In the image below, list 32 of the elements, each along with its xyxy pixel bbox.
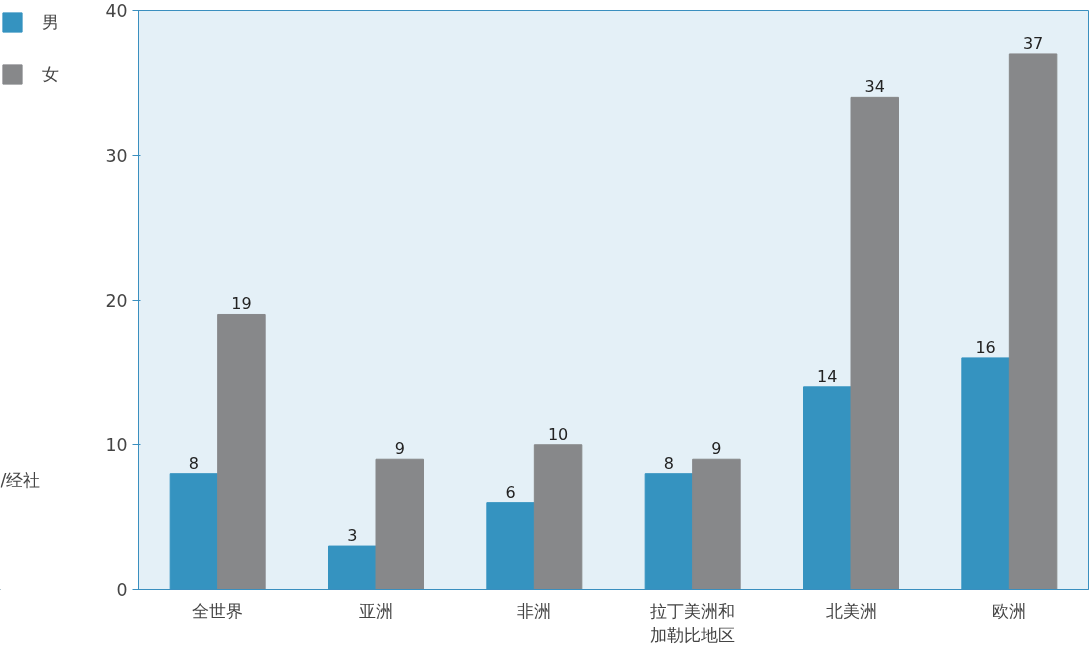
data-label: 19 — [231, 294, 252, 314]
data-label: 37 — [1022, 33, 1044, 53]
y-tick-label: 20 — [105, 290, 128, 311]
data-label: 3 — [347, 526, 358, 546]
bar — [850, 96, 899, 590]
x-tick-label: 全世界 — [192, 600, 244, 621]
data-label: 8 — [188, 453, 200, 473]
data-label: 8 — [663, 453, 675, 473]
y-tick-label: 10 — [105, 435, 128, 456]
data-label: 9 — [394, 439, 405, 459]
legend-label: 男 — [42, 11, 60, 34]
data-label: 9 — [711, 439, 722, 459]
data-label: 10 — [547, 424, 569, 444]
bar — [217, 313, 266, 590]
bar — [533, 444, 583, 590]
x-tick-label: 拉丁美洲和加勒比地区 — [650, 600, 736, 645]
y-tick-label: 30 — [105, 145, 128, 166]
data-label: 34 — [864, 77, 885, 97]
data-label: 16 — [975, 337, 996, 357]
y-tick-label: 40 — [105, 1, 128, 21]
bar — [692, 458, 741, 590]
x-tick-label: 非洲 — [517, 600, 552, 621]
text: /经社 — [0, 469, 41, 490]
data-label: 6 — [505, 482, 516, 502]
bar — [1008, 53, 1058, 590]
x-tick-label: 亚洲 — [359, 600, 393, 621]
data-label: 14 — [817, 366, 838, 386]
y-tick-label: 0 — [116, 580, 128, 600]
x-tick-label: 北美洲 — [825, 600, 877, 621]
legend-label: 女 — [42, 63, 60, 86]
x-tick-label: 欧洲 — [992, 600, 1027, 621]
bar — [375, 458, 424, 590]
